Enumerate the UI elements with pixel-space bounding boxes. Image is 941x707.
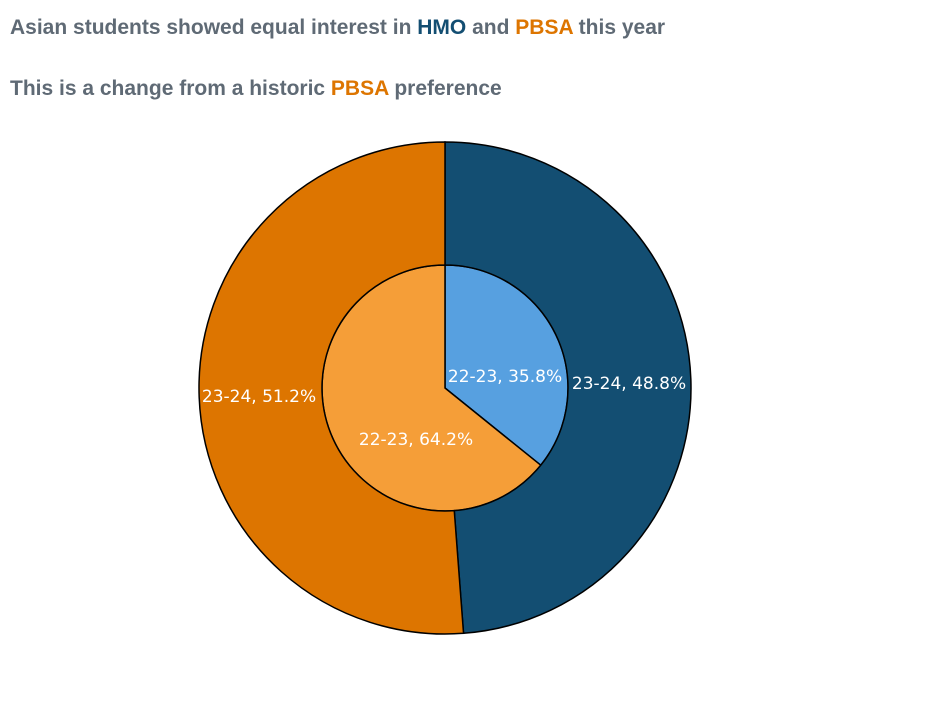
outer-label-pbsa: 23-24, 51.2% (202, 387, 316, 407)
inner-label-hmo: 22-23, 35.8% (448, 367, 562, 387)
title-part: HMO (417, 16, 467, 39)
chart-subtitle: This is a change from a historic PBSA pr… (10, 77, 502, 101)
title-part: this year (572, 16, 666, 39)
subtitle-part: This is a change from a historic (10, 77, 331, 100)
outer-slice-hmo (444, 141, 692, 635)
title-part: and (466, 16, 516, 39)
title-part: PBSA (515, 16, 573, 39)
title-part: Asian students showed equal interest in (10, 16, 418, 39)
chart-title: Asian students showed equal interest in … (10, 16, 665, 40)
outer-slice-pbsa (198, 141, 465, 635)
subtitle-part: PBSA (330, 77, 389, 100)
inner-label-pbsa: 22-23, 64.2% (359, 430, 473, 450)
outer-label-hmo: 23-24, 48.8% (572, 374, 686, 394)
subtitle-part: preference (388, 77, 502, 100)
